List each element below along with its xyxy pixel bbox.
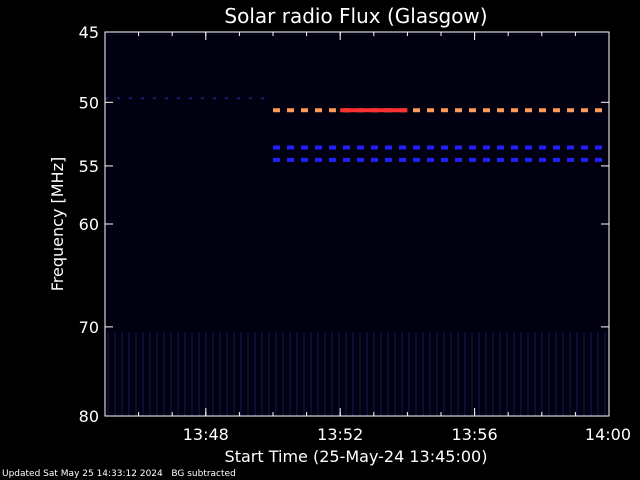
footer: Updated Sat May 25 14:33:12 2024 BG subt… — [2, 469, 236, 479]
footer-updated: Updated Sat May 25 14:33:12 2024 — [2, 469, 163, 479]
y-tick-label-0: 45 — [79, 23, 99, 42]
plot-area — [105, 32, 609, 416]
x-tick-label-3: 14:00 — [585, 425, 631, 444]
noise-texture — [107, 332, 606, 416]
chart-title: Solar radio Flux (Glasgow) — [224, 4, 487, 28]
footer-note: BG subtracted — [171, 469, 236, 479]
y-tick-label-2: 55 — [79, 157, 99, 176]
x-tick-label-1: 13:52 — [317, 425, 363, 444]
x-tick-label-0: 13:48 — [183, 425, 229, 444]
y-tick-label-5: 80 — [79, 407, 99, 426]
y-tick-label-4: 70 — [79, 318, 99, 337]
x-tick-label-2: 13:56 — [452, 425, 498, 444]
axes: 45 50 55 60 70 80 13:48 13:52 13:56 14:00 — [79, 23, 631, 444]
y-axis-label: Frequency [MHz] — [48, 157, 67, 291]
plot-background — [105, 32, 609, 416]
y-tick-label-1: 50 — [79, 93, 99, 112]
x-axis-label: Start Time (25-May-24 13:45:00) — [225, 447, 488, 466]
y-tick-label-3: 60 — [79, 215, 99, 234]
